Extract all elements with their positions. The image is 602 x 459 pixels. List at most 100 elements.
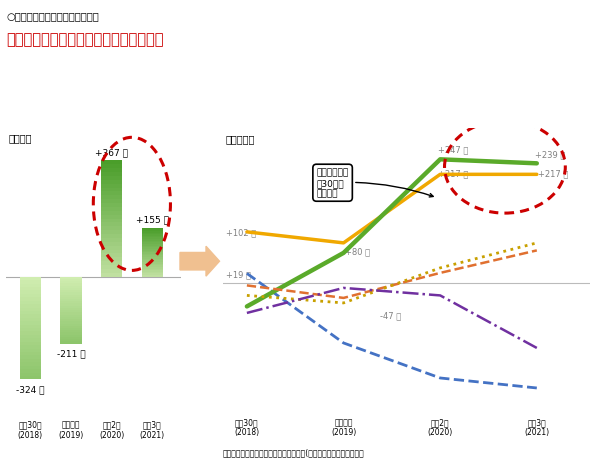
Bar <box>101 223 122 227</box>
Bar <box>101 177 122 180</box>
Text: ○社会増減　－転入と転出の差－: ○社会増減 －転入と転出の差－ <box>6 11 99 22</box>
Text: 令和3年
(2021): 令和3年 (2021) <box>140 420 165 439</box>
Bar <box>141 252 163 254</box>
Bar <box>141 235 163 236</box>
Bar <box>101 204 122 207</box>
Bar <box>20 356 41 359</box>
Bar <box>101 219 122 223</box>
Bar <box>20 349 41 352</box>
Bar <box>141 263 163 264</box>
Bar <box>20 280 41 284</box>
Bar <box>60 280 81 281</box>
Bar <box>60 324 81 326</box>
Text: 令和元年
(2019): 令和元年 (2019) <box>331 417 356 437</box>
Bar <box>141 238 163 240</box>
Bar <box>60 288 81 291</box>
Bar <box>141 259 163 261</box>
Bar <box>141 272 163 274</box>
Bar <box>141 271 163 272</box>
Bar <box>141 248 163 249</box>
Bar <box>20 294 41 297</box>
Bar <box>20 332 41 335</box>
Bar <box>20 369 41 373</box>
Bar <box>60 319 81 322</box>
Bar <box>20 311 41 315</box>
Text: -324 人: -324 人 <box>16 384 45 393</box>
Text: 平成30年
(2018): 平成30年 (2018) <box>18 420 43 439</box>
Bar <box>141 254 163 256</box>
Bar <box>101 254 122 258</box>
Bar <box>101 273 122 277</box>
Bar <box>141 275 163 277</box>
Bar <box>101 192 122 196</box>
Bar <box>60 281 81 284</box>
Bar <box>141 228 163 230</box>
Bar <box>60 317 81 319</box>
Bar <box>101 265 122 269</box>
Bar <box>141 241 163 243</box>
Bar <box>20 304 41 308</box>
Text: +239 人: +239 人 <box>535 151 565 159</box>
Text: +19 人: +19 人 <box>226 269 250 278</box>
Bar <box>101 246 122 250</box>
Bar <box>20 376 41 380</box>
Bar <box>20 308 41 311</box>
Bar <box>20 342 41 346</box>
Bar <box>20 291 41 294</box>
Bar <box>141 264 163 266</box>
Text: +217 人: +217 人 <box>438 169 468 179</box>
Bar <box>101 250 122 254</box>
Bar <box>60 341 81 344</box>
Bar <box>20 287 41 291</box>
Bar <box>141 240 163 241</box>
Bar <box>20 325 41 328</box>
Bar <box>101 212 122 215</box>
Bar <box>60 291 81 293</box>
Bar <box>101 269 122 273</box>
Text: （資料）「住民基本台帳人口移動報告」(総務省統計局）を基に作成: （資料）「住民基本台帳人口移動報告」(総務省統計局）を基に作成 <box>223 448 364 457</box>
Text: +102 人: +102 人 <box>226 228 256 237</box>
Bar <box>60 333 81 335</box>
Bar <box>141 266 163 267</box>
Bar <box>141 236 163 238</box>
Bar <box>141 274 163 275</box>
Bar <box>20 321 41 325</box>
Bar <box>101 262 122 265</box>
Bar <box>101 161 122 165</box>
Bar <box>20 315 41 318</box>
Bar <box>60 308 81 310</box>
Bar <box>101 173 122 177</box>
Bar <box>20 328 41 332</box>
Bar <box>141 261 163 263</box>
Bar <box>141 233 163 235</box>
Text: 令和2年
(2020): 令和2年 (2020) <box>99 420 124 439</box>
Bar <box>141 269 163 271</box>
Bar <box>101 239 122 242</box>
Bar <box>20 335 41 339</box>
Text: -47 人: -47 人 <box>380 311 402 320</box>
Bar <box>60 328 81 330</box>
Bar <box>60 313 81 315</box>
Bar <box>141 256 163 257</box>
Bar <box>141 243 163 245</box>
Bar <box>101 207 122 212</box>
Text: +155 人: +155 人 <box>135 215 169 224</box>
Bar <box>60 293 81 295</box>
Bar <box>60 302 81 304</box>
Bar <box>20 363 41 366</box>
Bar <box>60 322 81 324</box>
Bar <box>20 359 41 363</box>
Bar <box>60 326 81 328</box>
Text: 令和元年
(2019): 令和元年 (2019) <box>58 420 84 439</box>
Bar <box>141 257 163 259</box>
Bar <box>101 242 122 246</box>
Bar <box>20 301 41 304</box>
Bar <box>141 230 163 231</box>
Bar <box>60 304 81 306</box>
Bar <box>101 231 122 235</box>
Bar <box>141 246 163 248</box>
Bar <box>60 286 81 288</box>
Text: 令和2年
(2020): 令和2年 (2020) <box>427 417 453 437</box>
Bar <box>60 330 81 333</box>
Bar <box>141 267 163 269</box>
